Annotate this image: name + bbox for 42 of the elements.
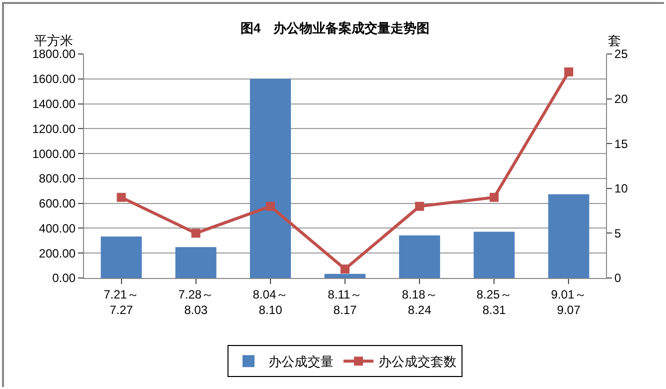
bar	[399, 235, 440, 278]
bar	[324, 274, 366, 278]
y2-tick-label: 5	[614, 226, 622, 240]
legend-label: 办公成交量	[268, 354, 334, 370]
point	[340, 264, 350, 274]
point	[191, 228, 200, 238]
x-tick-label: 7.28～ 8.03	[178, 287, 214, 317]
bar	[474, 232, 515, 278]
y2-axis-title: 套	[608, 33, 621, 48]
bar	[548, 194, 590, 278]
y2-tick-label: 10	[614, 182, 628, 196]
x-tick-label: 8.04～ 8.10	[252, 287, 288, 317]
x-tick-label: 7.21～ 7.27	[104, 287, 139, 317]
x-tick-label: 9.01～ 9.07	[551, 287, 586, 317]
y2-tick-label: 0	[614, 271, 622, 286]
point	[564, 67, 574, 76]
y-axis-title: 平方米	[34, 33, 73, 48]
y-tick-label: 1400.00	[32, 96, 76, 111]
bar	[250, 78, 291, 278]
legend-label: 办公成交套数	[378, 354, 456, 370]
y-tick-label: 1600.00	[32, 72, 76, 86]
y-tick-label: 1800.00	[32, 47, 76, 62]
y-tick-label: 800.00	[38, 172, 76, 186]
point	[266, 202, 275, 211]
y-tick-label: 1000.00	[32, 146, 76, 161]
y-tick-label: 1200.00	[32, 122, 76, 136]
y2-tick-label: 15	[614, 136, 628, 151]
y2-tick-label: 25	[614, 47, 628, 62]
x-tick-label: 8.25～ 8.31	[476, 287, 512, 317]
y-tick-label: 400.00	[38, 221, 76, 236]
y-tick-label: 0.00	[52, 271, 76, 286]
x-tick-label: 8.18～ 8.24	[402, 287, 438, 317]
y2-tick-label: 20	[614, 92, 628, 106]
y-tick-label: 200.00	[38, 246, 76, 260]
point	[490, 192, 499, 202]
y-tick-label: 600.00	[38, 196, 76, 211]
x-tick-label: 8.11～ 8.17	[328, 287, 362, 317]
bar	[100, 236, 142, 278]
point	[415, 202, 424, 211]
bar	[175, 247, 216, 278]
chart-title: 图4 办公物业备案成交量走势图	[240, 20, 430, 36]
point	[116, 192, 126, 202]
